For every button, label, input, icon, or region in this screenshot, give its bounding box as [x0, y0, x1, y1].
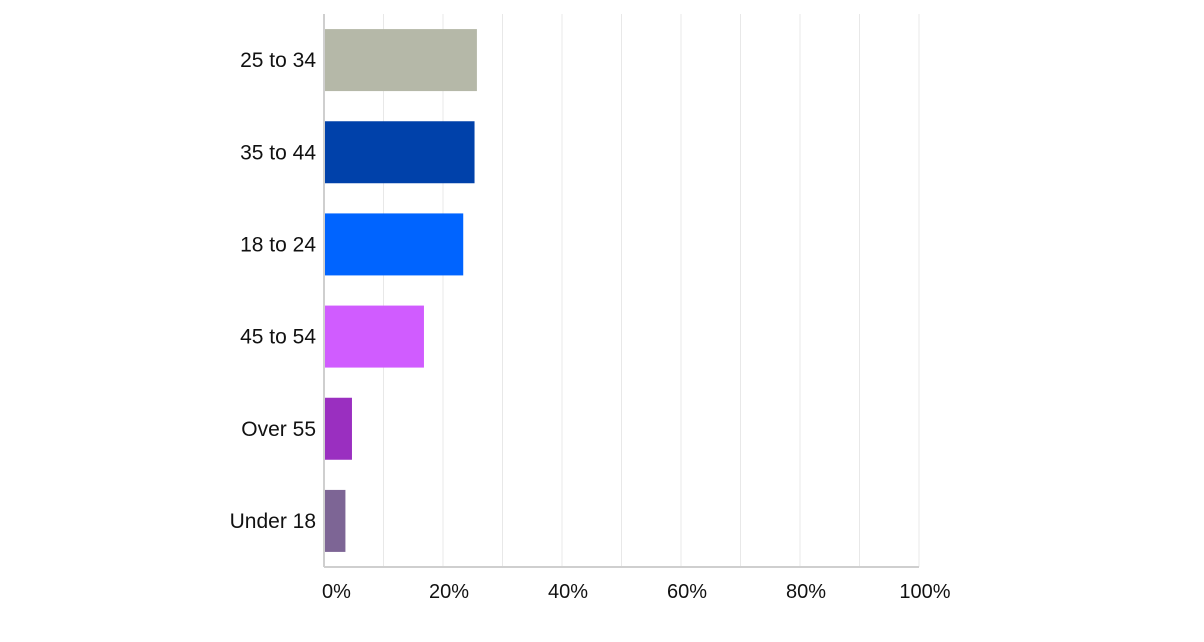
category-label: 35 to 44 [240, 141, 316, 164]
category-labels: 25 to 34 35 to 44 18 to 24 45 to 54 Over 55 U… [230, 49, 317, 533]
x-tick-labels: 0% 20% 40% 60% 80% 100% [322, 581, 951, 603]
category-label: 18 to 24 [240, 233, 316, 256]
bar-25-to-34 [324, 29, 477, 92]
x-tick-label: 40% [548, 581, 588, 603]
bar-45-to-54 [324, 305, 424, 368]
x-tick-label: 0% [322, 581, 351, 603]
bar-18-to-24 [324, 213, 464, 276]
bar-under-18 [324, 489, 346, 552]
bar-over-55 [324, 397, 352, 460]
bar-35-to-44 [324, 121, 475, 184]
category-label: Under 18 [230, 510, 316, 533]
bars [324, 29, 477, 552]
category-label: Over 55 [241, 418, 316, 441]
x-tick-label: 100% [899, 581, 950, 603]
category-label: 25 to 34 [240, 49, 316, 72]
x-tick-label: 80% [786, 581, 826, 603]
grid-lines [383, 14, 920, 567]
axes [323, 14, 919, 568]
category-label: 45 to 54 [240, 326, 316, 349]
x-tick-label: 20% [429, 581, 469, 603]
x-tick-label: 60% [667, 581, 707, 603]
